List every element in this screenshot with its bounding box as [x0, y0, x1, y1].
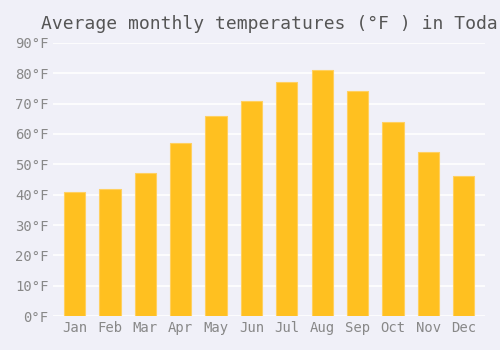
Bar — [100, 189, 120, 316]
Bar — [347, 91, 368, 316]
Bar — [453, 176, 474, 316]
Bar — [382, 122, 404, 316]
Bar — [206, 116, 227, 316]
Bar — [241, 100, 262, 316]
Bar — [170, 143, 192, 316]
Bar — [418, 152, 439, 316]
Bar — [312, 70, 333, 316]
Title: Average monthly temperatures (°F ) in Toda: Average monthly temperatures (°F ) in To… — [41, 15, 498, 33]
Bar — [134, 174, 156, 316]
Bar — [276, 82, 297, 316]
Bar — [64, 192, 85, 316]
